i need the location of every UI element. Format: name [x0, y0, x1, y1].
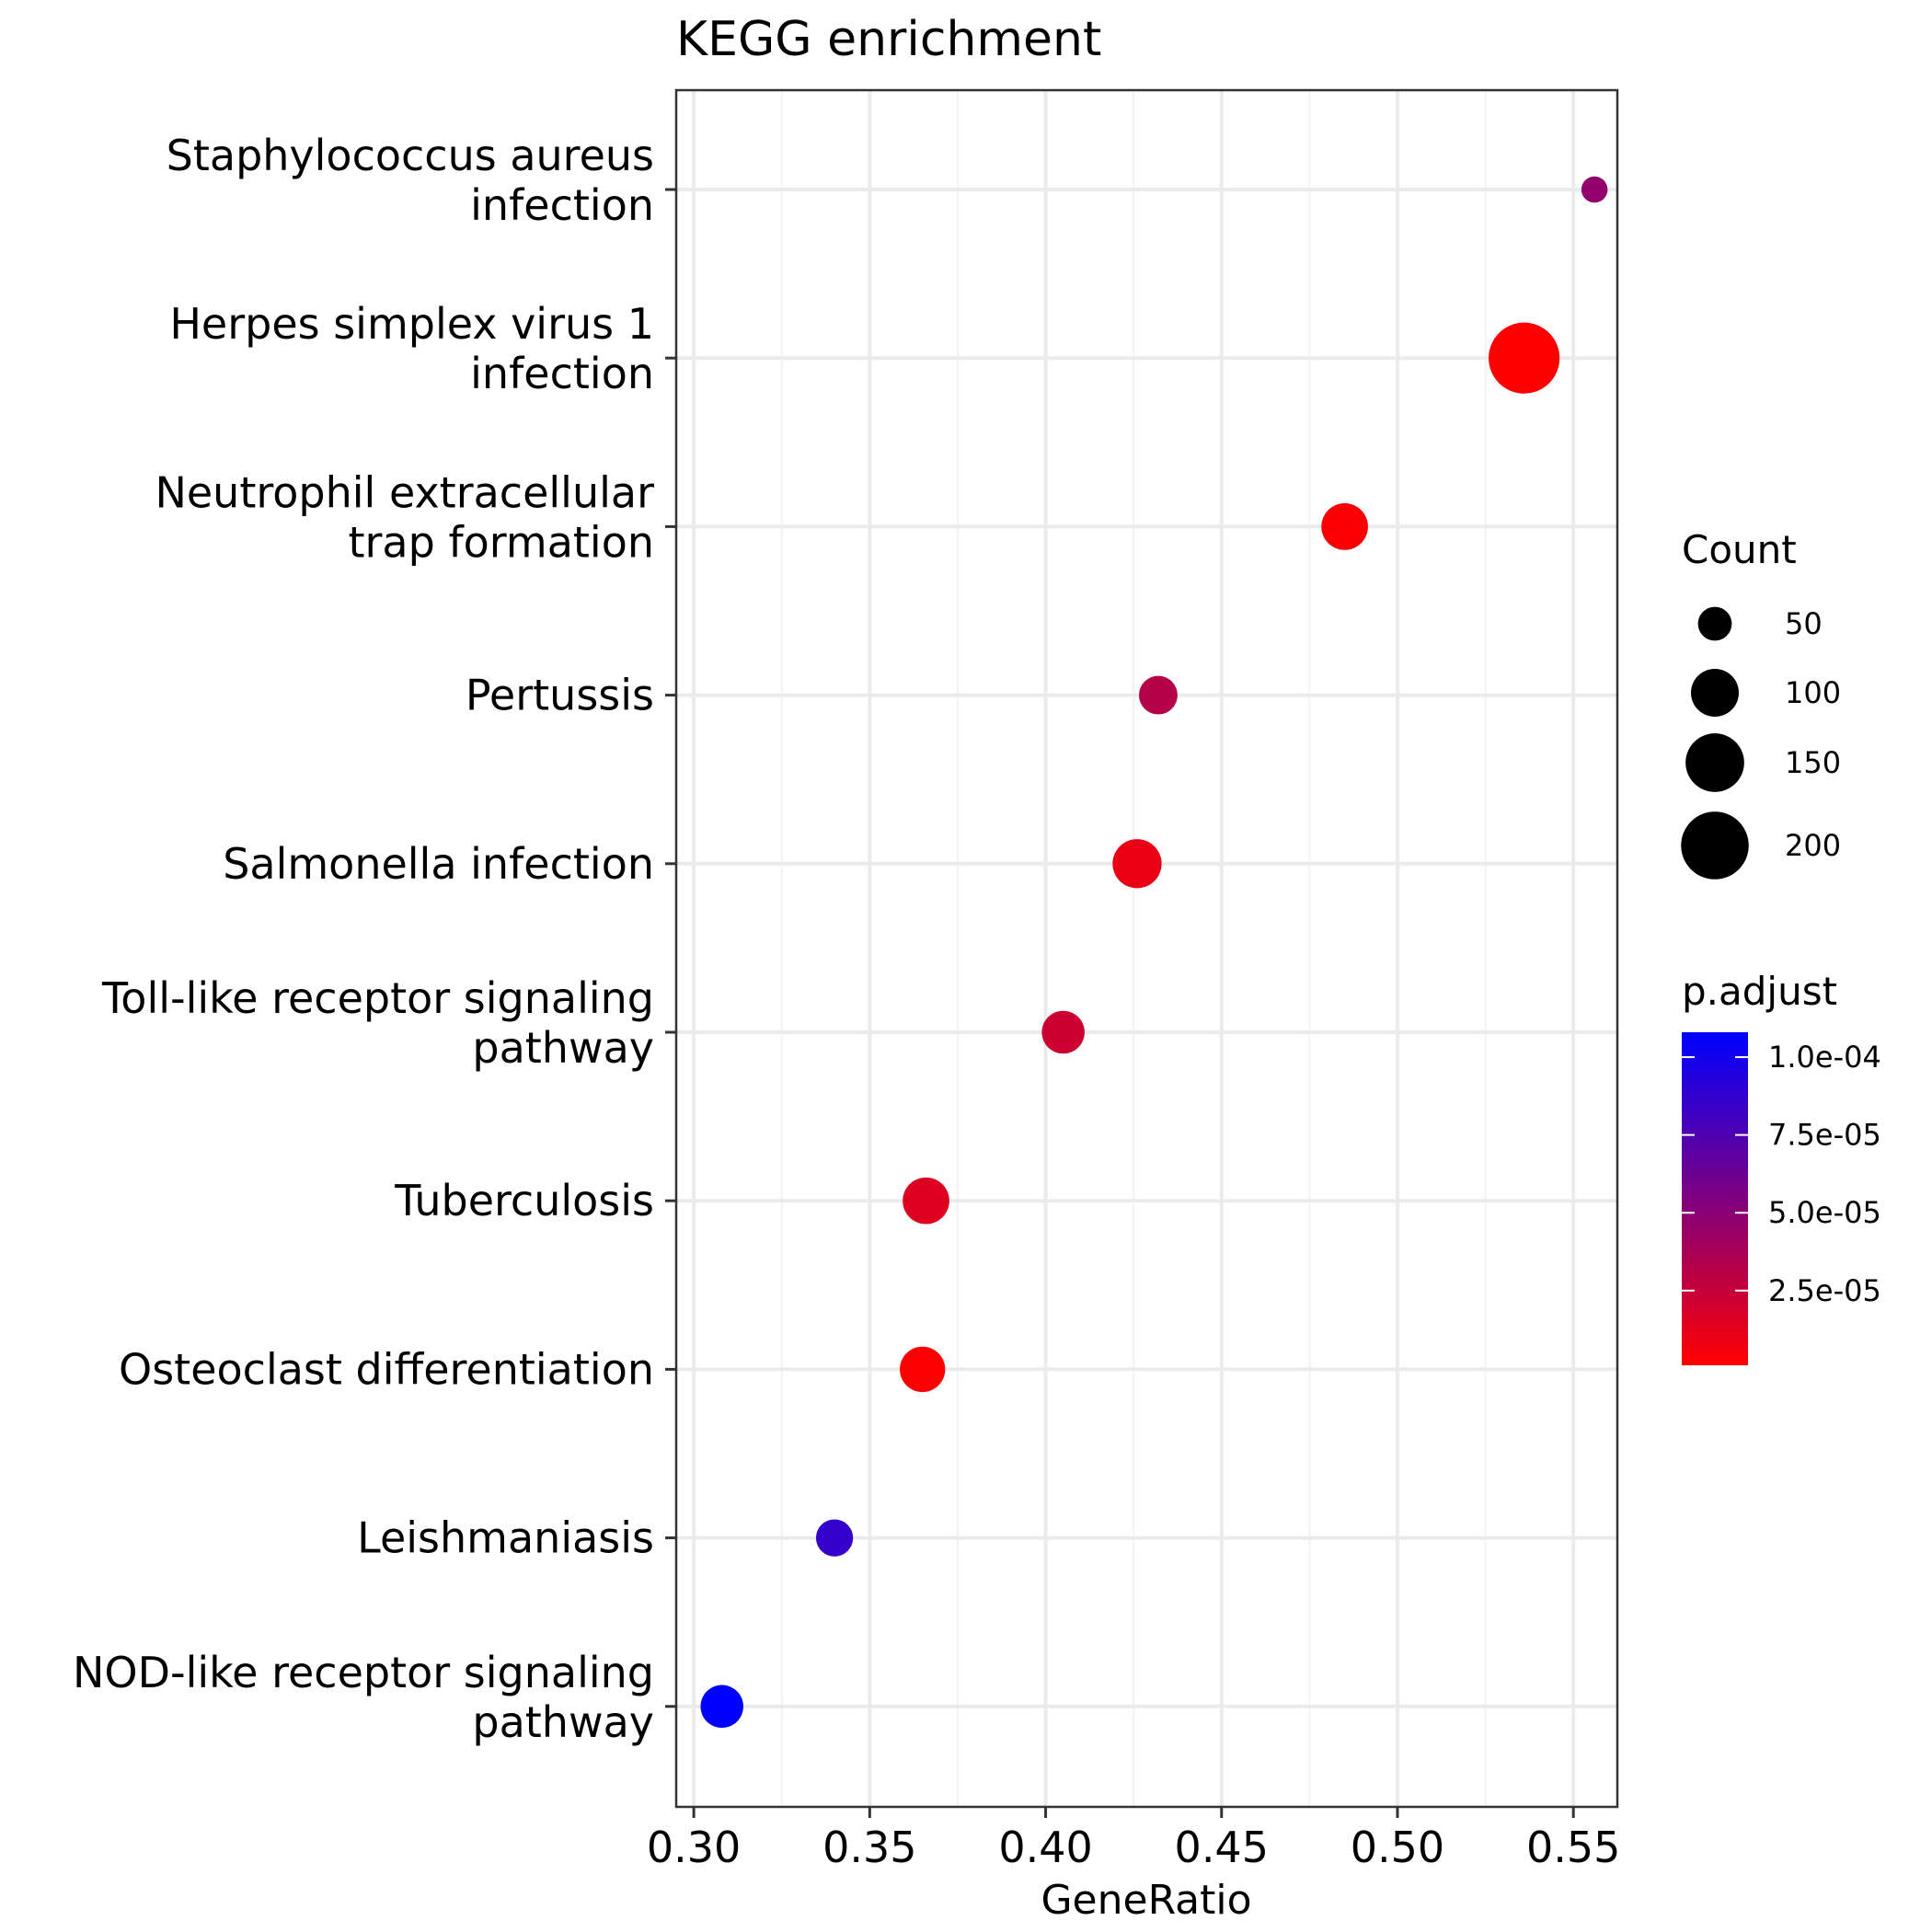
x-tick-label: 0.50: [1351, 1823, 1444, 1872]
data-point: [903, 1177, 949, 1225]
p-adjust-legend-label: 7.5e-05: [1768, 1118, 1881, 1153]
count-legend-key: [1691, 669, 1739, 717]
data-point: [1321, 503, 1368, 550]
p-adjust-legend-label: 2.5e-05: [1768, 1273, 1881, 1308]
x-tick-label: 0.40: [998, 1823, 1092, 1872]
data-point: [1041, 1010, 1085, 1054]
count-legend-label: 200: [1785, 828, 1841, 863]
data-point: [1489, 322, 1560, 394]
p-adjust-legend-label: 1.0e-04: [1768, 1040, 1881, 1075]
y-tick-label: Pertussis: [466, 671, 654, 720]
count-legend-key: [1685, 733, 1744, 792]
p-adjust-legend-label: 5.0e-05: [1768, 1195, 1881, 1230]
p-adjust-legend-title: p.adjust: [1682, 969, 1837, 1014]
y-axis: Staphylococcus aureus infection Herpes sim…: [73, 131, 676, 1747]
data-point: [700, 1685, 743, 1729]
count-legend: Count 50 100 150 200: [1681, 527, 1841, 880]
x-tick-label: 0.55: [1526, 1823, 1620, 1872]
data-point: [1112, 839, 1162, 889]
count-legend-title: Count: [1682, 527, 1797, 572]
p-adjust-legend: p.adjust 2.5e-05 5.0e-05 7.5e-05 1.0e-04: [1682, 969, 1881, 1365]
y-tick-label: Herpes simplex virus 1 infection: [169, 299, 654, 398]
y-tick-label: Osteoclast differentiation: [119, 1344, 654, 1394]
count-legend-key: [1697, 606, 1732, 641]
x-axis-title: GeneRatio: [1041, 1877, 1251, 1924]
x-tick-label: 0.35: [822, 1823, 916, 1872]
x-axis: 0.30 0.35 0.40 0.45 0.50 0.55: [647, 1807, 1620, 1872]
y-tick-label: Toll-like receptor signaling pathway: [101, 973, 654, 1073]
data-point: [1581, 176, 1608, 203]
y-tick-label: Salmonella infection: [223, 839, 654, 889]
data-point: [815, 1519, 854, 1557]
chart-title: KEGG enrichment: [676, 12, 1101, 67]
y-tick-label: Leishmaniasis: [357, 1513, 654, 1563]
p-adjust-colorbar: [1682, 1032, 1748, 1365]
points-layer: [700, 176, 1608, 1729]
y-tick-label: NOD-like receptor signaling pathway: [73, 1648, 654, 1747]
count-legend-label: 150: [1785, 745, 1841, 780]
y-tick-label: Tuberculosis: [394, 1176, 654, 1225]
y-tick-label: Staphylococcus aureus infection: [167, 131, 654, 230]
count-legend-label: 100: [1785, 675, 1841, 710]
count-legend-key: [1681, 811, 1749, 880]
count-legend-label: 50: [1785, 606, 1823, 641]
x-tick-label: 0.30: [647, 1823, 741, 1872]
data-point: [900, 1346, 946, 1393]
panel-border: [674, 88, 1619, 1809]
data-point: [1138, 675, 1178, 715]
y-tick-label: Neutrophil extracellular trap formation: [155, 467, 654, 567]
x-tick-label: 0.45: [1175, 1823, 1269, 1872]
grid-layer: [676, 90, 1617, 1807]
